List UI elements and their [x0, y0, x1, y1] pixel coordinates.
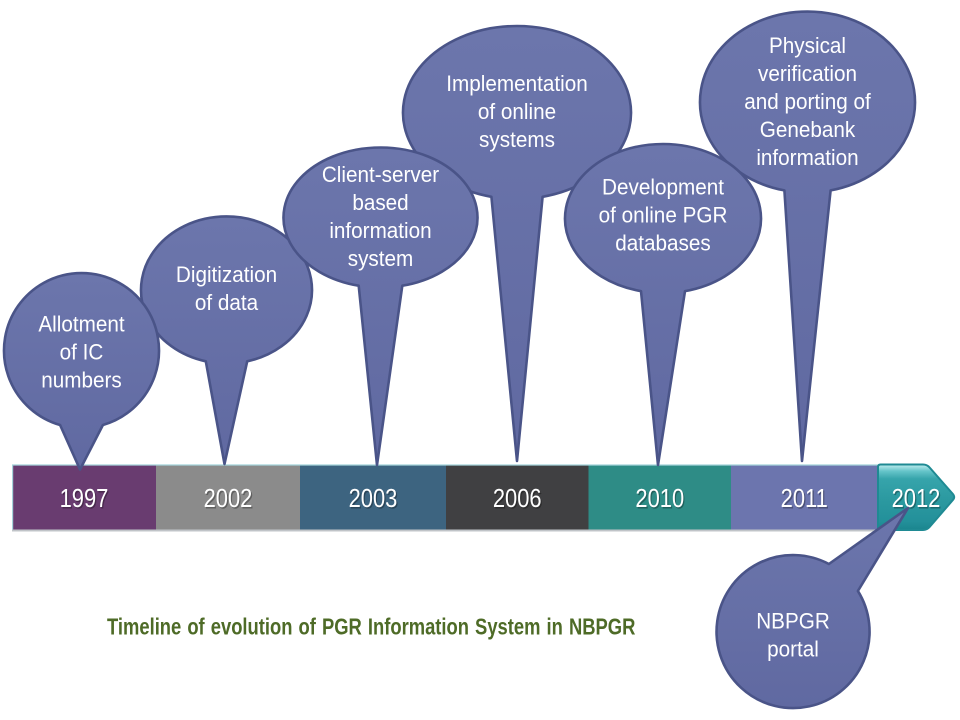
svg-text:and porting of: and porting of	[744, 88, 871, 114]
svg-text:portal: portal	[767, 636, 819, 662]
svg-text:2006: 2006	[493, 484, 542, 513]
svg-text:of IC: of IC	[60, 339, 104, 365]
svg-text:based: based	[352, 189, 408, 215]
svg-text:system: system	[348, 245, 414, 271]
svg-text:Timeline of evolution of PGR I: Timeline of evolution of PGR Information…	[107, 615, 635, 640]
svg-text:systems: systems	[479, 126, 555, 152]
svg-text:numbers: numbers	[41, 367, 122, 393]
svg-text:of online: of online	[478, 98, 556, 124]
svg-text:2011: 2011	[782, 486, 829, 515]
svg-text:verification: verification	[758, 60, 857, 86]
svg-text:Client-server: Client-server	[322, 161, 439, 187]
svg-text:2012: 2012	[893, 486, 942, 515]
svg-text:of data: of data	[195, 289, 259, 315]
svg-text:Allotment: Allotment	[38, 311, 124, 337]
svg-text:databases: databases	[615, 230, 711, 256]
svg-text:1997: 1997	[61, 486, 110, 515]
svg-text:2002: 2002	[204, 484, 253, 513]
svg-text:2003: 2003	[349, 484, 398, 513]
svg-text:information: information	[329, 217, 431, 243]
svg-text:information: information	[756, 144, 858, 170]
svg-text:2010: 2010	[635, 484, 684, 513]
svg-text:2002: 2002	[205, 486, 254, 515]
svg-text:1997: 1997	[60, 484, 109, 513]
svg-text:Genebank: Genebank	[760, 116, 856, 142]
svg-text:Digitization: Digitization	[176, 261, 277, 287]
svg-text:2012: 2012	[892, 484, 941, 513]
svg-text:of online PGR: of online PGR	[599, 202, 728, 228]
svg-text:Physical: Physical	[769, 32, 846, 58]
svg-text:Development: Development	[602, 174, 724, 200]
svg-text:2011: 2011	[781, 484, 828, 513]
svg-text:Implementation: Implementation	[446, 70, 587, 96]
svg-text:NBPGR: NBPGR	[756, 608, 830, 634]
svg-text:2010: 2010	[637, 486, 686, 515]
svg-text:2003: 2003	[350, 486, 399, 515]
svg-text:2006: 2006	[494, 486, 543, 515]
